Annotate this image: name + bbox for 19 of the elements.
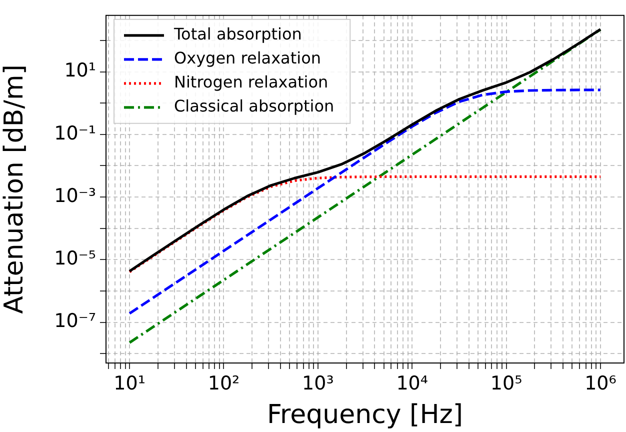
line-series bbox=[128, 175, 602, 274]
legend-label: Classical absorption bbox=[174, 96, 334, 116]
x-tick-label: 10⁶ bbox=[584, 372, 616, 394]
y-tick-label: 10⁻¹ bbox=[54, 122, 96, 144]
x-tick-label: 10⁴ bbox=[396, 372, 428, 394]
x-tick-label: 10¹ bbox=[114, 372, 146, 394]
x-axis-title: Frequency [Hz] bbox=[266, 400, 464, 430]
x-tick-label: 10⁵ bbox=[490, 372, 522, 394]
y-tick-label: 10⁻⁷ bbox=[54, 310, 96, 332]
line-series bbox=[128, 28, 602, 344]
y-tick-label: 10⁻³ bbox=[54, 184, 96, 207]
y-tick-label: 10⁻⁵ bbox=[54, 248, 96, 270]
x-tick-label: 10² bbox=[208, 372, 240, 394]
legend-label: Oxygen relaxation bbox=[174, 48, 321, 68]
x-tick-label: 10³ bbox=[302, 372, 334, 394]
legend-label: Nitrogen relaxation bbox=[174, 72, 328, 92]
legend-label: Total absorption bbox=[173, 24, 302, 44]
y-tick-label: 10¹ bbox=[64, 60, 96, 82]
y-axis-title: Attenuation [dB/m] bbox=[0, 64, 30, 314]
